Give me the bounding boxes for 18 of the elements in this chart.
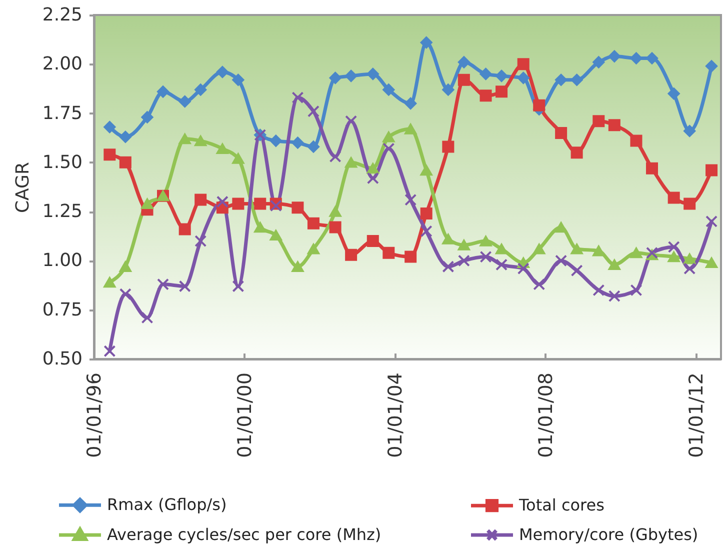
x-tick-label: 01/01/00 — [234, 372, 256, 458]
legend-label: Rmax (Gflop/s) — [107, 495, 227, 514]
x-tick-label: 01/01/08 — [534, 372, 557, 458]
y-tick-label: 2.00 — [42, 54, 82, 75]
y-tick-label: 1.75 — [42, 102, 82, 124]
legend-label: Average cycles/sec per core (Mhz) — [107, 525, 382, 544]
x-tick-label: 01/01/04 — [384, 372, 406, 458]
legend-label: Total cores — [518, 496, 604, 515]
y-axis-title: CAGR — [12, 162, 34, 214]
y-tick-label: 1.25 — [42, 201, 82, 222]
x-tick-label: 01/01/96 — [84, 372, 106, 458]
y-tick-label: 0.50 — [42, 348, 82, 370]
legend-label: Memory/core (Gbytes) — [519, 525, 698, 544]
y-tick-label: 2.25 — [42, 4, 82, 26]
y-tick-label: 1.00 — [42, 250, 82, 272]
y-tick-label: 0.75 — [42, 299, 82, 320]
y-tick-label: 1.50 — [42, 152, 82, 173]
x-tick-label: 01/01/12 — [685, 372, 708, 458]
